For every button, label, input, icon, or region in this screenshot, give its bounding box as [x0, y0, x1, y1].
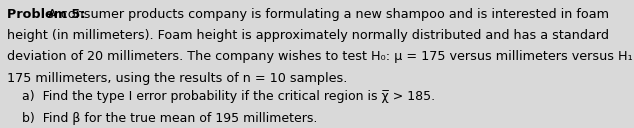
- Text: a)  Find the type I error probability if the critical region is χ̅ > 185.: a) Find the type I error probability if …: [22, 90, 435, 103]
- Text: height (in millimeters). Foam height is approximately normally distributed and h: height (in millimeters). Foam height is …: [7, 29, 609, 42]
- Text: b)  Find β for the true mean of 195 millimeters.: b) Find β for the true mean of 195 milli…: [22, 112, 318, 125]
- Text: deviation of 20 millimeters. The company wishes to test H₀: μ = 175 versus milli: deviation of 20 millimeters. The company…: [7, 50, 634, 63]
- Text: 175 millimeters, using the results of n = 10 samples.: 175 millimeters, using the results of n …: [7, 72, 347, 85]
- Text: Problem 5:: Problem 5:: [7, 8, 86, 21]
- Text: A consumer products company is formulating a new shampoo and is interested in fo: A consumer products company is formulati…: [44, 8, 609, 21]
